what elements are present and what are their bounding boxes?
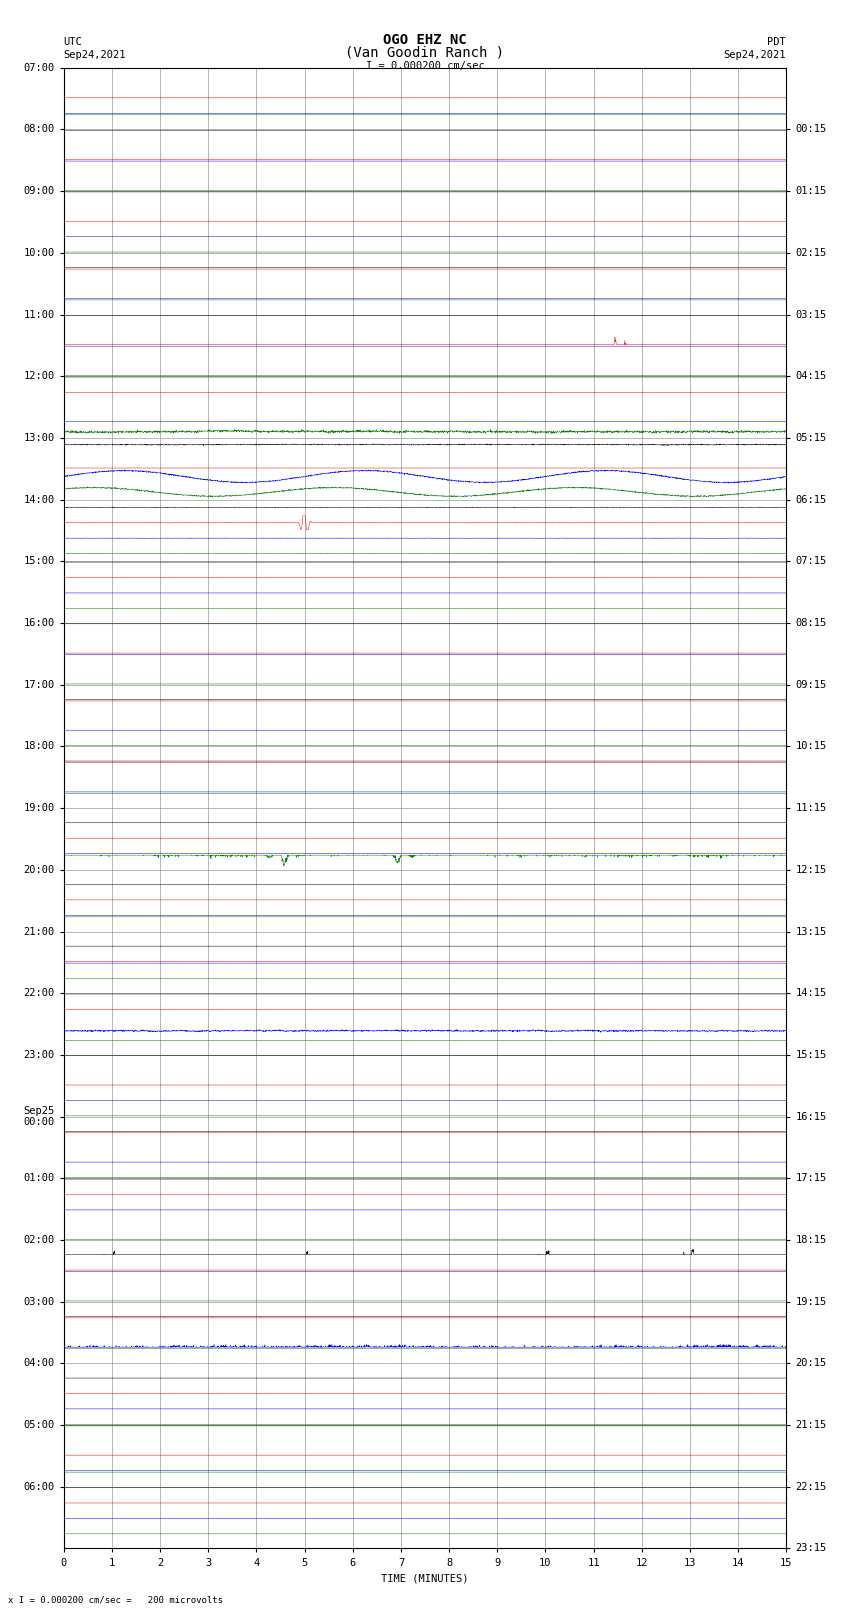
Text: I = 0.000200 cm/sec: I = 0.000200 cm/sec (366, 61, 484, 71)
X-axis label: TIME (MINUTES): TIME (MINUTES) (382, 1573, 468, 1582)
Text: Sep24,2021: Sep24,2021 (64, 50, 127, 60)
Text: x I = 0.000200 cm/sec =   200 microvolts: x I = 0.000200 cm/sec = 200 microvolts (8, 1595, 224, 1605)
Text: OGO EHZ NC: OGO EHZ NC (383, 32, 467, 47)
Text: UTC: UTC (64, 37, 82, 47)
Text: (Van Goodin Ranch ): (Van Goodin Ranch ) (345, 45, 505, 60)
Text: PDT: PDT (768, 37, 786, 47)
Text: Sep24,2021: Sep24,2021 (723, 50, 786, 60)
